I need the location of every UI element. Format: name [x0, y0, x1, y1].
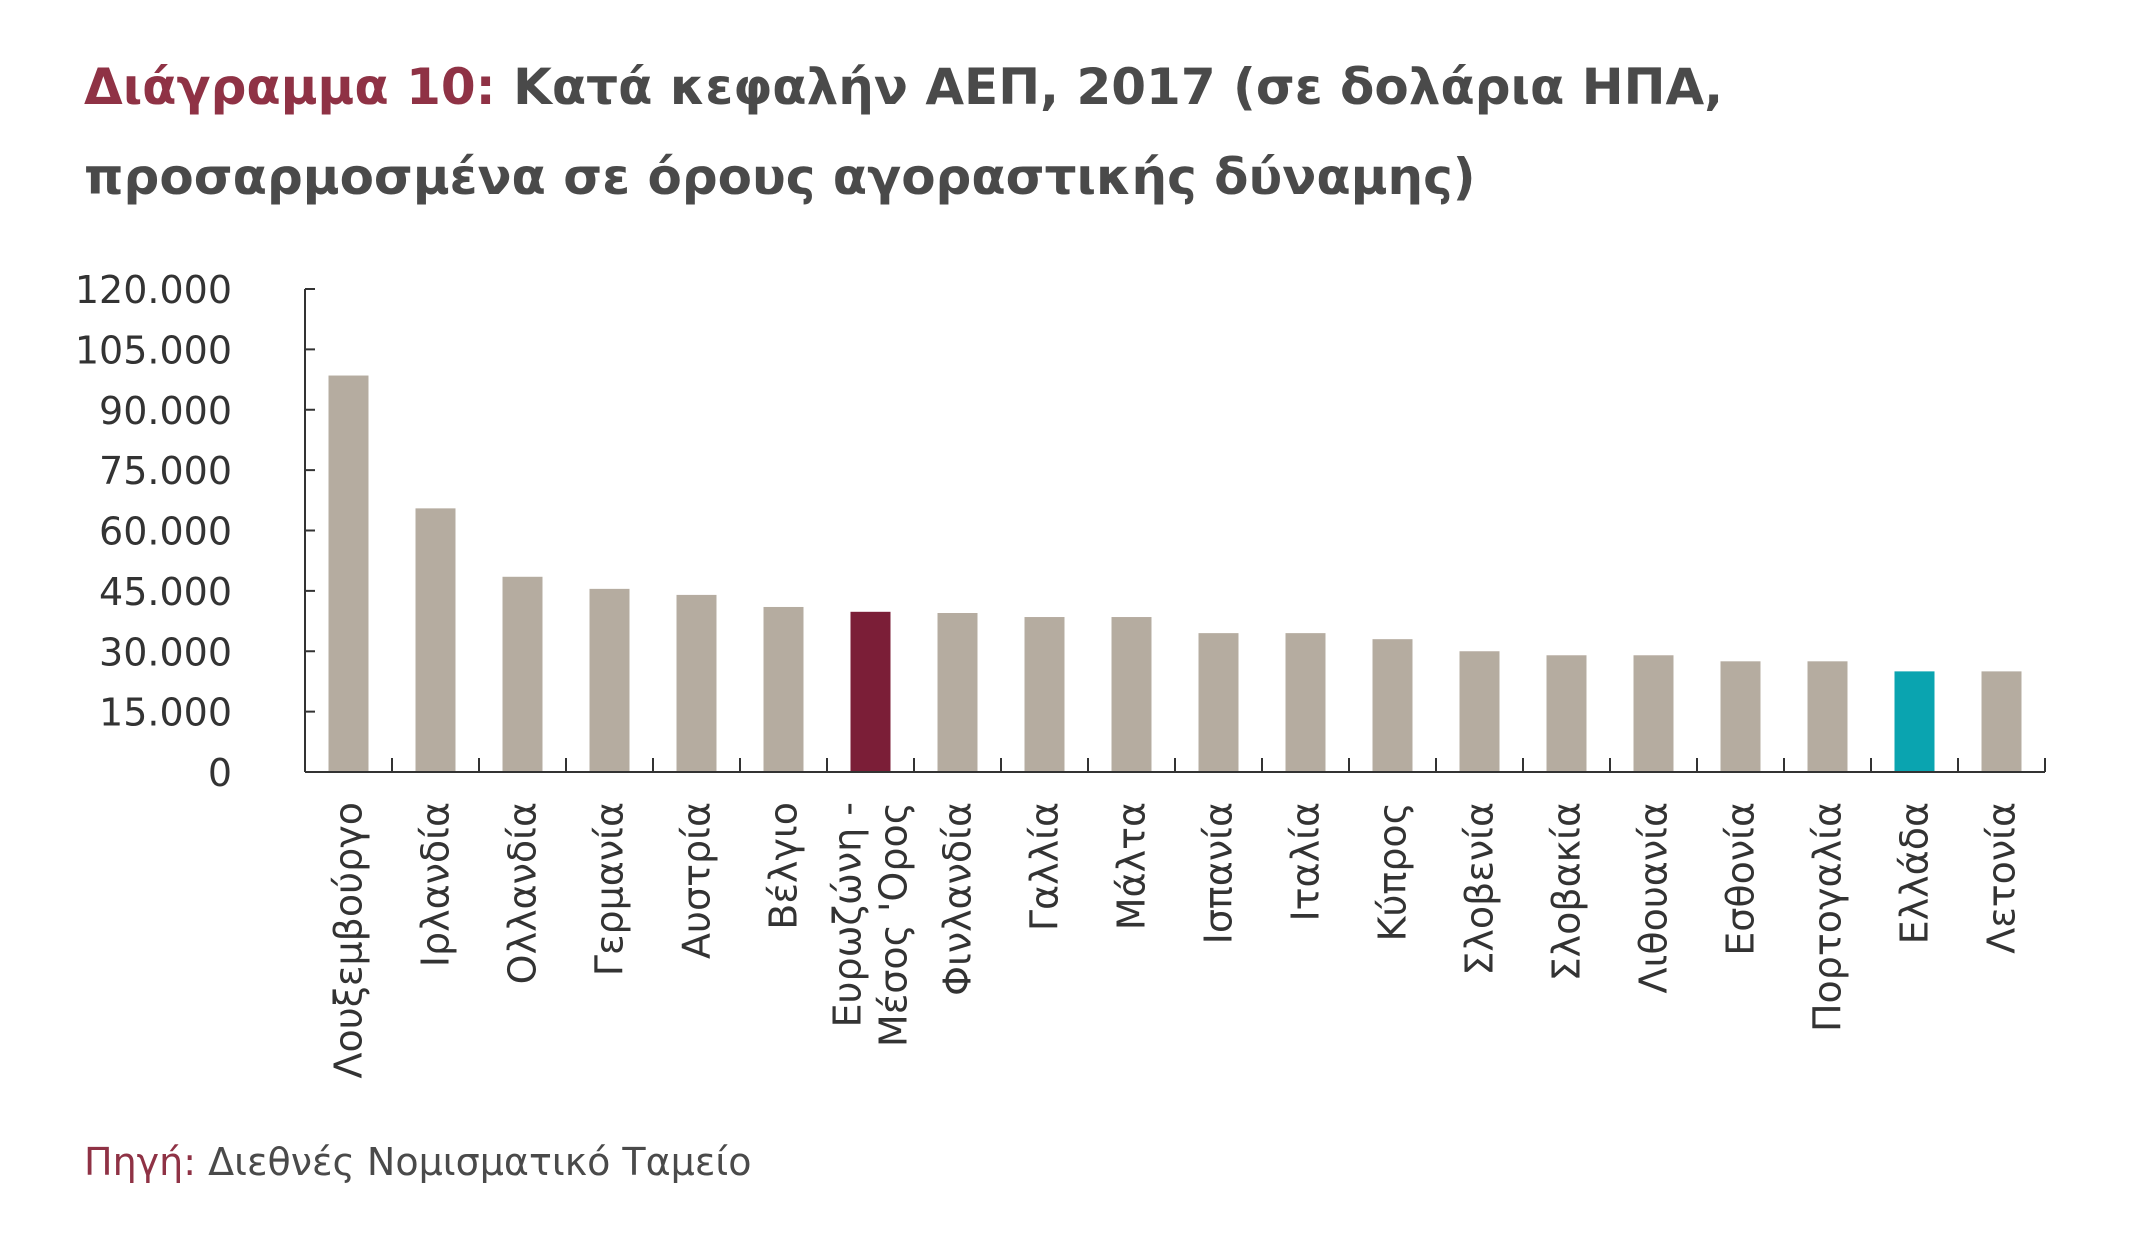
bar [1981, 671, 2022, 772]
chart-title: Διάγραμμα 10: Κατά κεφαλήν ΑΕΠ, 2017 (σε… [84, 42, 2064, 222]
x-tick-label: Ελλάδα [1893, 802, 1937, 944]
y-tick-label: 30.000 [99, 630, 232, 674]
x-tick-label: Πορτογαλία [1806, 802, 1850, 1032]
bar [676, 594, 717, 772]
x-tick-label: Ιρλανδία [414, 802, 458, 967]
bar [1372, 639, 1413, 772]
bar [1633, 655, 1674, 772]
x-axis-labels: Λουξεμβούργο Ιρλανδία Ολλανδία Γερμανία Αυστ… [327, 802, 2024, 1078]
x-tick-label: Γερμανία [588, 802, 632, 976]
bar [589, 588, 630, 772]
x-tick-label: Σλοβενία [1458, 802, 1502, 976]
x-tick-label: Βέλγιο [762, 802, 806, 930]
x-tick-label: Ολλανδία [501, 802, 545, 984]
bars [328, 375, 2046, 772]
bar [1894, 671, 1935, 772]
bar [415, 508, 456, 772]
x-tick-label: Εσθονία [1719, 802, 1763, 956]
x-tick-label: Σλοβακία [1545, 802, 1589, 981]
title-prefix: Διάγραμμα 10: [84, 58, 496, 116]
bar [850, 611, 891, 772]
y-tick-label: 60.000 [99, 510, 232, 554]
bar [328, 375, 369, 772]
y-tick-label: 0 [208, 751, 232, 795]
title-text: Κατά κεφαλήν ΑΕΠ, 2017 (σε δολάρια ΗΠΑ, … [84, 58, 1724, 206]
x-tick-label: Ισπανία [1197, 802, 1241, 944]
bar [1459, 651, 1500, 772]
source-text: Διεθνές Νομισματικό Ταμείο [208, 1140, 752, 1184]
bar [763, 606, 804, 772]
x-tick-label: Μέσος 'Ορος [872, 802, 916, 1047]
bar [1111, 617, 1152, 772]
x-tick-label: Λιθουανία [1632, 802, 1676, 994]
y-tick-label: 90.000 [99, 389, 232, 433]
bar [1024, 617, 1065, 772]
x-tick-label: Ευρωζώνη - [826, 802, 870, 1028]
bar [1546, 655, 1587, 772]
bar [1720, 661, 1761, 772]
x-tick-label: Κύπρος [1371, 802, 1415, 941]
y-tick-label: 45.000 [99, 570, 232, 614]
y-tick-label: 120.000 [75, 268, 232, 312]
axes [304, 289, 2045, 773]
x-tick-label: Λουξεμβούργο [327, 802, 371, 1078]
x-tick-label: Αυστρία [675, 802, 719, 959]
y-tick-label: 105.000 [75, 328, 232, 372]
x-tick-label: Μάλτα [1110, 802, 1154, 930]
x-tick-label: Ιταλία [1284, 802, 1328, 922]
bar [1807, 661, 1848, 772]
y-tick-label: 75.000 [99, 449, 232, 493]
y-tick-label: 15.000 [99, 691, 232, 735]
x-tick-label: Γαλλία [1023, 802, 1067, 931]
x-tick-label: Φινλανδία [936, 802, 980, 996]
source-prefix: Πηγή: [84, 1140, 197, 1184]
bar [937, 613, 978, 772]
bar [1285, 633, 1326, 772]
source-note: Πηγή: Διεθνές Νομισματικό Ταμείο [84, 1140, 752, 1184]
bar [502, 576, 543, 772]
x-tick-label: Λετονία [1980, 802, 2024, 954]
bar [1198, 633, 1239, 772]
y-axis-ticks: 0 15.000 30.000 45.000 60.000 75.000 90.000 105… [75, 268, 315, 795]
